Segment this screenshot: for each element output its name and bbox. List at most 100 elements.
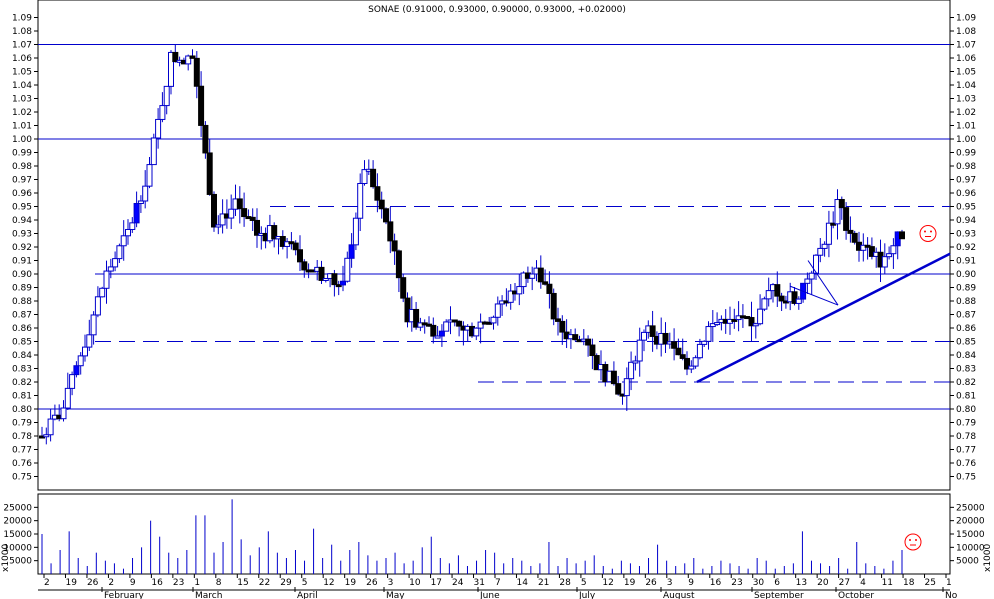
candle-body — [297, 249, 303, 263]
smiley-eye — [915, 539, 917, 541]
volume-tick-label-left: 10000 — [3, 543, 32, 553]
volume-tick-label-left: 20000 — [3, 517, 32, 527]
candle-body — [43, 434, 50, 438]
chart-title: SONAE (0.91000, 0.93000, 0.90000, 0.9300… — [368, 5, 626, 15]
candle-body — [215, 224, 222, 228]
day-tick-label: 16 — [151, 578, 163, 588]
price-tick-label-left: 1.00 — [12, 135, 32, 145]
candle-body — [671, 341, 678, 349]
price-tick-label-left: 0.75 — [12, 473, 32, 483]
candle-body — [271, 225, 278, 240]
day-tick-label: 19 — [65, 578, 77, 588]
candle-body — [189, 55, 196, 59]
trendline — [696, 252, 951, 384]
candle-body — [236, 198, 243, 210]
candle-body — [632, 360, 639, 364]
price-tick-label-left: 0.86 — [12, 324, 32, 334]
volume-tick-label-left: 5000 — [9, 557, 32, 567]
candle-body — [292, 242, 299, 251]
candle-body — [193, 57, 200, 87]
candle-body — [146, 164, 153, 187]
price-tick-label-right: 0.82 — [956, 378, 976, 388]
day-tick-label: 12 — [602, 578, 613, 588]
candle-body — [791, 291, 798, 304]
price-tick-label-left: 0.77 — [12, 446, 32, 456]
candle-body — [322, 277, 329, 281]
day-tick-label: 27 — [839, 578, 850, 588]
day-tick-label: 26 — [87, 578, 99, 588]
candle-body — [129, 222, 136, 230]
price-tick-label-left: 0.91 — [12, 257, 32, 267]
day-tick-label: 8 — [216, 578, 222, 588]
candle-body — [516, 286, 523, 295]
candle-body — [494, 303, 501, 318]
month-label: May — [386, 591, 405, 599]
price-tick-label-right: 0.90 — [956, 270, 976, 280]
day-tick-label: 2 — [108, 578, 114, 588]
month-label: April — [297, 591, 318, 599]
candle-body — [507, 290, 514, 303]
price-tick-label-left: 0.94 — [12, 216, 32, 226]
candle-body — [241, 208, 248, 218]
candle-body — [47, 418, 54, 436]
candle-body — [555, 318, 561, 322]
candle-body — [361, 169, 368, 184]
candle-body — [868, 246, 875, 257]
price-tick-label-left: 0.93 — [12, 230, 32, 240]
volume-unit-right: x1000 — [983, 543, 993, 572]
date-axis: 2 19 26 2 9 16 23 1 8 15 22 29 5 12 19 26 3 10 17 24 31 7 14 21… — [38, 574, 958, 599]
price-tick-label-right: 0.81 — [956, 392, 976, 402]
candle-body — [395, 250, 402, 279]
price-tick-label-left: 1.08 — [12, 27, 32, 37]
candle-body — [142, 185, 149, 202]
candle-body — [73, 365, 80, 376]
candle-body — [357, 182, 364, 219]
candle-body — [254, 219, 260, 236]
candle-body — [430, 324, 437, 337]
price-tick-label-left: 0.87 — [12, 311, 32, 321]
price-tick-label-right: 1.03 — [956, 95, 976, 105]
candle-body — [610, 370, 617, 385]
price-tick-label-right: 0.85 — [956, 338, 976, 348]
day-tick-label: 2 — [44, 578, 50, 588]
candle-body — [559, 320, 566, 333]
price-panel: 1.09 1.09 1.08 1.08 1.07 1.07 1.06 1.06 1.05 1.05… — [12, 0, 976, 491]
price-tick-label-left: 0.92 — [12, 243, 32, 253]
candle-body — [851, 232, 858, 243]
day-tick-label: 5 — [581, 578, 587, 588]
candle-body — [537, 267, 544, 283]
candle-body — [228, 208, 235, 219]
volume-tick-label-left: 25000 — [3, 503, 32, 513]
candle-body — [391, 240, 398, 252]
candle-body — [387, 221, 394, 242]
candle-body — [477, 321, 484, 329]
month-label: July — [578, 591, 596, 599]
day-tick-label: 23 — [173, 578, 184, 588]
day-tick-label: 13 — [796, 578, 807, 588]
candle-body — [636, 339, 643, 362]
price-tick-label-right: 0.77 — [956, 446, 976, 456]
candle-body — [662, 332, 669, 345]
candle-body — [112, 258, 119, 268]
price-tick-label-left: 0.97 — [12, 176, 32, 186]
price-tick-label-right: 1.04 — [956, 81, 976, 91]
price-tick-label-left: 0.82 — [12, 378, 32, 388]
smiley-face — [919, 225, 937, 242]
candle-body — [352, 217, 359, 246]
candle-body — [593, 355, 600, 371]
candle-body — [301, 261, 308, 271]
price-tick-label-left: 0.85 — [12, 338, 32, 348]
price-tick-label-right: 0.76 — [956, 459, 976, 469]
candle-body — [374, 186, 381, 201]
candle-body — [709, 323, 716, 328]
price-tick-label-left: 1.04 — [12, 81, 32, 91]
candle-body — [649, 325, 656, 337]
day-tick-label: 29 — [280, 578, 292, 588]
candle-body — [585, 338, 592, 346]
price-tick-label-right: 1.09 — [956, 14, 976, 24]
candle-body — [701, 340, 708, 345]
candle-body — [774, 284, 781, 297]
day-tick-label: 5 — [302, 578, 308, 588]
candle-body — [795, 298, 802, 304]
